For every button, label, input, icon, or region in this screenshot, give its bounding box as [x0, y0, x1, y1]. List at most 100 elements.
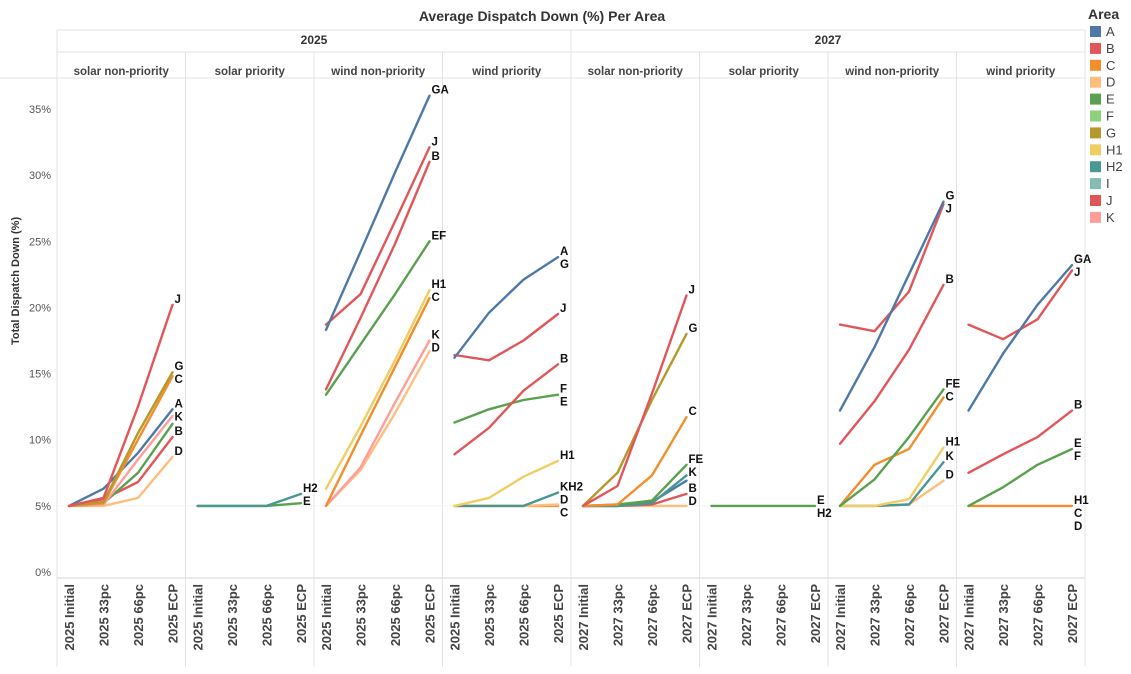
series-line-h1 — [838, 446, 945, 508]
end-label: B — [560, 353, 568, 365]
legend-label-k: K — [1106, 210, 1115, 225]
x-tick-label: 2027 Initial — [962, 584, 977, 650]
x-tick-label: 2027 ECP — [937, 584, 952, 644]
legend-swatch-e — [1090, 93, 1101, 105]
end-label: E — [303, 496, 311, 508]
series-line-h1 — [324, 289, 431, 490]
x-tick-label: 2025 66pc — [131, 584, 146, 646]
legend-swatch-b — [1090, 42, 1101, 54]
legend-swatch-g — [1090, 127, 1101, 139]
x-tick-label: 2025 ECP — [294, 584, 309, 644]
end-label: B — [432, 151, 440, 163]
x-tick-label: 2025 33pc — [354, 584, 369, 646]
end-label: E — [817, 495, 825, 507]
series-line-a — [967, 263, 1074, 412]
x-tick-label: 2025 66pc — [260, 584, 275, 646]
legend-swatch-i — [1090, 178, 1101, 190]
panel-header: solar non-priority — [588, 66, 684, 78]
series-line-d — [324, 349, 431, 508]
series-line-e — [453, 393, 560, 424]
year-header: 2027 — [815, 33, 842, 47]
end-label: J — [432, 136, 438, 148]
x-tick-label: 2025 Initial — [191, 584, 206, 650]
x-tick-label: 2027 66pc — [1031, 584, 1046, 646]
series-line-j — [453, 312, 560, 362]
x-tick-label: 2027 33pc — [868, 584, 883, 646]
y-tick-label: 30% — [29, 170, 51, 182]
end-label: B — [175, 426, 183, 438]
y-tick-label: 5% — [35, 501, 51, 513]
series-line-h1 — [453, 459, 560, 508]
series-line-a — [324, 94, 431, 332]
end-label: K — [432, 329, 441, 341]
series-line-b — [967, 409, 1074, 474]
legend-label-f: F — [1106, 109, 1114, 124]
y-tick-label: 35% — [29, 104, 51, 116]
end-label: G — [560, 259, 569, 271]
y-axis-title: Total Dispatch Down (%) — [10, 217, 22, 345]
x-tick-label: 2027 66pc — [774, 584, 789, 646]
series-line-e — [838, 388, 945, 508]
legend-swatch-d — [1090, 76, 1101, 88]
end-label: A — [175, 398, 183, 410]
end-label: D — [432, 342, 440, 354]
series-line-j — [324, 146, 431, 326]
series-line-c — [581, 416, 688, 508]
x-tick-label: 2027 ECP — [808, 584, 823, 644]
panel-header: wind non-priority — [844, 66, 940, 78]
end-label: C — [1074, 508, 1082, 520]
end-label: G — [689, 323, 698, 335]
end-label: C — [946, 391, 954, 403]
x-tick-label: 2025 33pc — [225, 584, 240, 646]
y-tick-label: 25% — [29, 236, 51, 248]
end-label: D — [175, 446, 183, 458]
end-label: E — [1074, 438, 1082, 450]
legend-swatch-c — [1090, 59, 1101, 71]
end-label: H1 — [560, 450, 575, 462]
end-label: K — [689, 467, 698, 479]
legend-swatch-h1 — [1090, 144, 1101, 156]
series-line-b — [838, 283, 945, 445]
series-line-e — [324, 240, 431, 396]
end-label: K — [946, 451, 955, 463]
x-tick-label: 2025 ECP — [551, 584, 566, 644]
end-label: FE — [689, 454, 704, 466]
series-line-a — [453, 255, 560, 359]
legend-label-c: C — [1106, 58, 1115, 73]
x-tick-label: 2025 Initial — [62, 584, 77, 650]
end-label: J — [1074, 267, 1080, 279]
end-label: J — [560, 303, 566, 315]
end-label: D — [1074, 521, 1082, 533]
end-label: A — [560, 246, 568, 258]
series-line-j — [67, 303, 174, 508]
legend-swatch-a — [1090, 26, 1101, 37]
x-tick-label: 2025 ECP — [166, 584, 181, 644]
x-tick-label: 2025 ECP — [423, 584, 438, 644]
panel-header: solar priority — [215, 66, 286, 78]
x-tick-label: 2025 33pc — [97, 584, 112, 646]
legend-label-e: E — [1106, 92, 1115, 107]
end-label: H2 — [817, 508, 832, 520]
end-label: FE — [946, 378, 961, 390]
series-line-e — [967, 447, 1074, 508]
end-label: H1 — [432, 279, 447, 291]
y-tick-label: 20% — [29, 302, 51, 314]
legend-swatch-h2 — [1090, 161, 1101, 173]
series-line-k — [324, 339, 431, 508]
end-label: EF — [432, 230, 447, 242]
end-label: G — [946, 191, 955, 203]
x-tick-label: 2025 66pc — [517, 584, 532, 646]
end-label: E — [560, 397, 568, 409]
x-tick-label: 2027 Initial — [705, 584, 720, 650]
y-tick-label: 15% — [29, 369, 51, 381]
end-label: C — [689, 406, 697, 418]
legend-label-h1: H1 — [1106, 142, 1123, 157]
legend-label-h2: H2 — [1106, 159, 1123, 174]
end-label: D — [560, 495, 568, 507]
series-line-b — [453, 363, 560, 456]
series-line-b — [324, 160, 431, 391]
end-label: C — [432, 292, 440, 304]
end-label: F — [560, 384, 567, 396]
